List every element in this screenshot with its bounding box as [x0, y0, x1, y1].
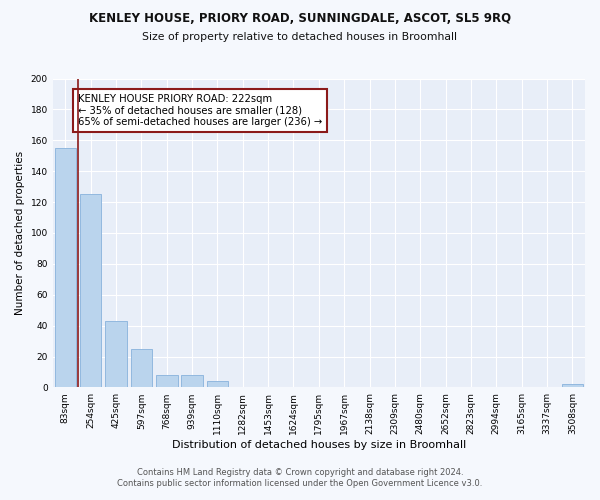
Text: KENLEY HOUSE PRIORY ROAD: 222sqm
← 35% of detached houses are smaller (128)
65% : KENLEY HOUSE PRIORY ROAD: 222sqm ← 35% o… — [78, 94, 322, 127]
X-axis label: Distribution of detached houses by size in Broomhall: Distribution of detached houses by size … — [172, 440, 466, 450]
Bar — [156, 375, 178, 388]
Bar — [206, 382, 228, 388]
Text: Contains HM Land Registry data © Crown copyright and database right 2024.
Contai: Contains HM Land Registry data © Crown c… — [118, 468, 482, 487]
Y-axis label: Number of detached properties: Number of detached properties — [15, 151, 25, 315]
Bar — [80, 194, 101, 388]
Bar — [562, 384, 583, 388]
Bar — [181, 375, 203, 388]
Bar — [105, 321, 127, 388]
Text: KENLEY HOUSE, PRIORY ROAD, SUNNINGDALE, ASCOT, SL5 9RQ: KENLEY HOUSE, PRIORY ROAD, SUNNINGDALE, … — [89, 12, 511, 26]
Text: Size of property relative to detached houses in Broomhall: Size of property relative to detached ho… — [143, 32, 458, 42]
Bar — [55, 148, 76, 388]
Bar — [131, 349, 152, 388]
